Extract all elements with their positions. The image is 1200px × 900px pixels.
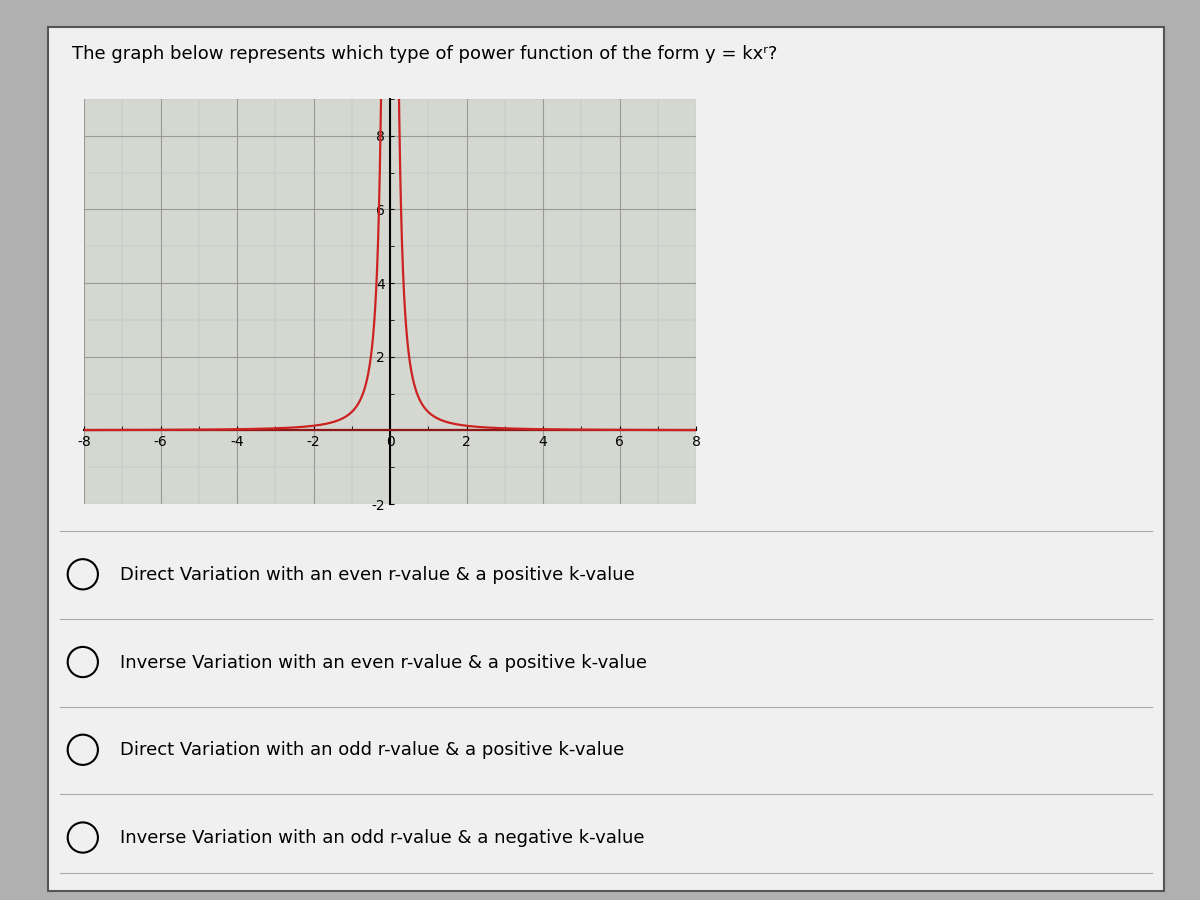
Text: Inverse Variation with an odd r-value & a negative k-value: Inverse Variation with an odd r-value & … xyxy=(120,829,644,847)
Text: Direct Variation with an odd r-value & a positive k-value: Direct Variation with an odd r-value & a… xyxy=(120,742,624,760)
Text: Inverse Variation with an even r-value & a positive k-value: Inverse Variation with an even r-value &… xyxy=(120,653,647,671)
Text: The graph below represents which type of power function of the form y = kxʳ?: The graph below represents which type of… xyxy=(72,45,778,63)
Text: Direct Variation with an even r-value & a positive k-value: Direct Variation with an even r-value & … xyxy=(120,566,635,584)
